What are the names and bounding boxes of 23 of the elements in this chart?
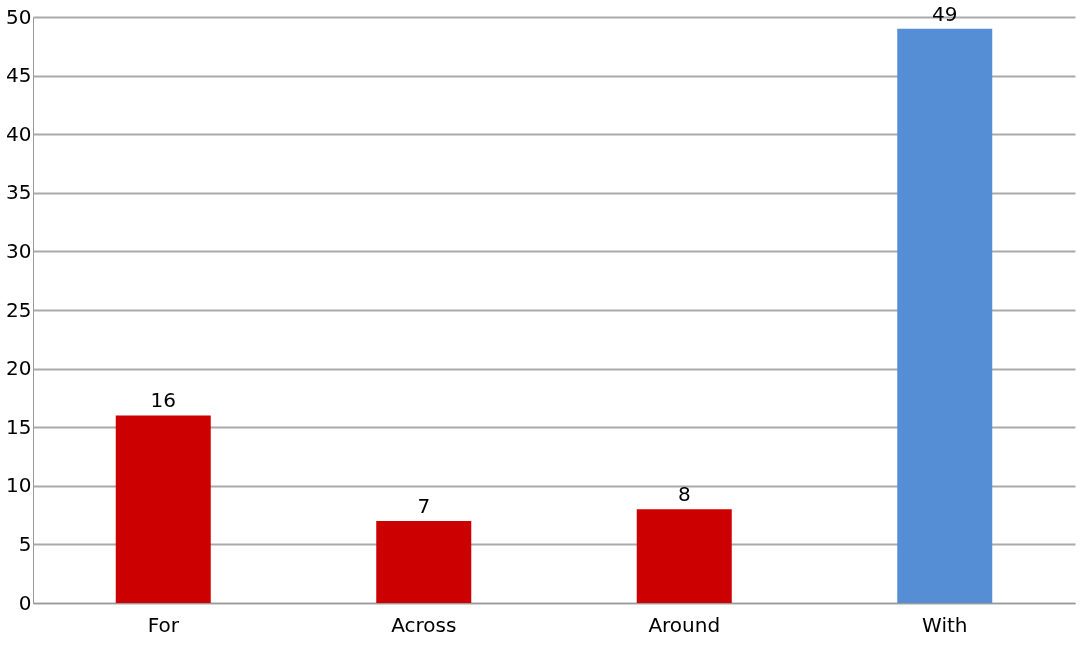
x-tick-label: Around <box>648 612 721 637</box>
y-tick-label: 0 <box>18 590 32 615</box>
x-tick-label: For <box>147 612 180 637</box>
bar <box>376 520 472 603</box>
y-tick-label: 25 <box>6 297 32 322</box>
data-label: 49 <box>932 1 958 26</box>
y-tick-label: 50 <box>6 4 32 29</box>
y-tick-label: 15 <box>6 414 32 439</box>
y-tick-label: 40 <box>6 121 32 146</box>
y-tick-label: 20 <box>6 356 32 381</box>
y-tick-label: 10 <box>6 473 32 498</box>
x-tick-label: With <box>922 612 968 637</box>
bar <box>115 415 211 603</box>
y-tick-label: 30 <box>6 238 32 263</box>
bar <box>636 509 732 603</box>
y-tick-label: 35 <box>6 180 32 205</box>
data-label: 8 <box>677 482 691 507</box>
y-tick-label: 5 <box>18 531 32 556</box>
y-tick-label: 45 <box>6 63 32 88</box>
data-label: 7 <box>417 493 431 518</box>
x-tick-label: Across <box>391 612 457 637</box>
data-label: 16 <box>150 388 176 413</box>
bar <box>897 28 993 603</box>
